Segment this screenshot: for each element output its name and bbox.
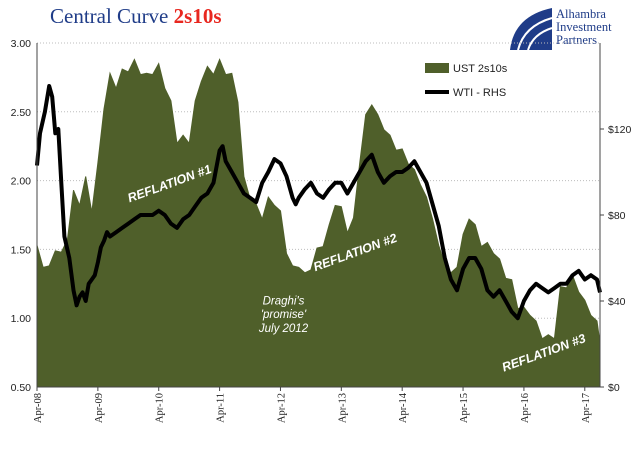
y-left-tick-labels: 0.50 1.00 1.50 2.00 2.50 3.00 [11,38,32,394]
x-tick-label: Apr-13 [337,393,348,423]
x-tick-label: Apr-15 [459,393,470,423]
x-tick-label: Apr-11 [216,393,227,423]
legend-swatch-ust [425,63,449,73]
wti-line-layer [35,84,602,321]
annotation-draghi: July 2012 [258,323,309,335]
legend-label-wti: WTI - RHS [453,87,506,99]
y-left-tick-label: 2.00 [11,176,32,188]
x-tick-label: Apr-10 [155,393,166,423]
x-tick-label: Apr-09 [94,393,105,423]
chart-title-accent: 2s10s [173,4,222,28]
annotation-draghi: 'promise' [261,309,307,321]
chart-title-main: Central Curve [50,4,169,28]
x-tick-label: Apr-08 [33,393,44,423]
chart-title: Central Curve 2s10s [50,4,222,29]
y-left-tick-label: 1.00 [11,313,32,325]
annotation-draghi: Draghi's [263,295,305,307]
y-left-tick-label: 3.00 [11,38,32,50]
y-right-tick-label: $120 [608,124,632,136]
y-left-tick-label: 1.50 [11,244,32,256]
x-tick-label: Apr-14 [398,392,409,423]
x-tick-label: Apr-17 [581,393,592,423]
x-tick-label: Apr-12 [276,393,287,423]
x-tick-labels: Apr-08 Apr-09 Apr-10 Apr-11 Apr-12 Apr-13 Apr-… [33,392,592,423]
ust-2s10s-area [36,58,601,388]
legend: UST 2s10s WTI - RHS [425,63,508,99]
logo-mark-icon [508,6,554,52]
y-right-tick-label: $40 [608,296,626,308]
y-right-tick-label: $80 [608,210,626,222]
logo-text-line2: Investment [556,20,612,34]
logo-text-line1: Alhambra [556,7,606,21]
y-left-tick-label: 0.50 [11,382,32,394]
y-left-tick-label: 2.50 [11,107,32,119]
axes [36,43,604,391]
y-right-tick-label: $0 [608,382,620,394]
wti-line [35,84,602,321]
y-right-tick-labels: $0 $40 $80 $120 [608,124,632,394]
x-tick-label: Apr-16 [520,393,531,423]
ust-area-layer [36,58,601,388]
brand-logo: Alhambra Investment Partners [508,6,638,52]
legend-label-ust: UST 2s10s [453,63,508,75]
